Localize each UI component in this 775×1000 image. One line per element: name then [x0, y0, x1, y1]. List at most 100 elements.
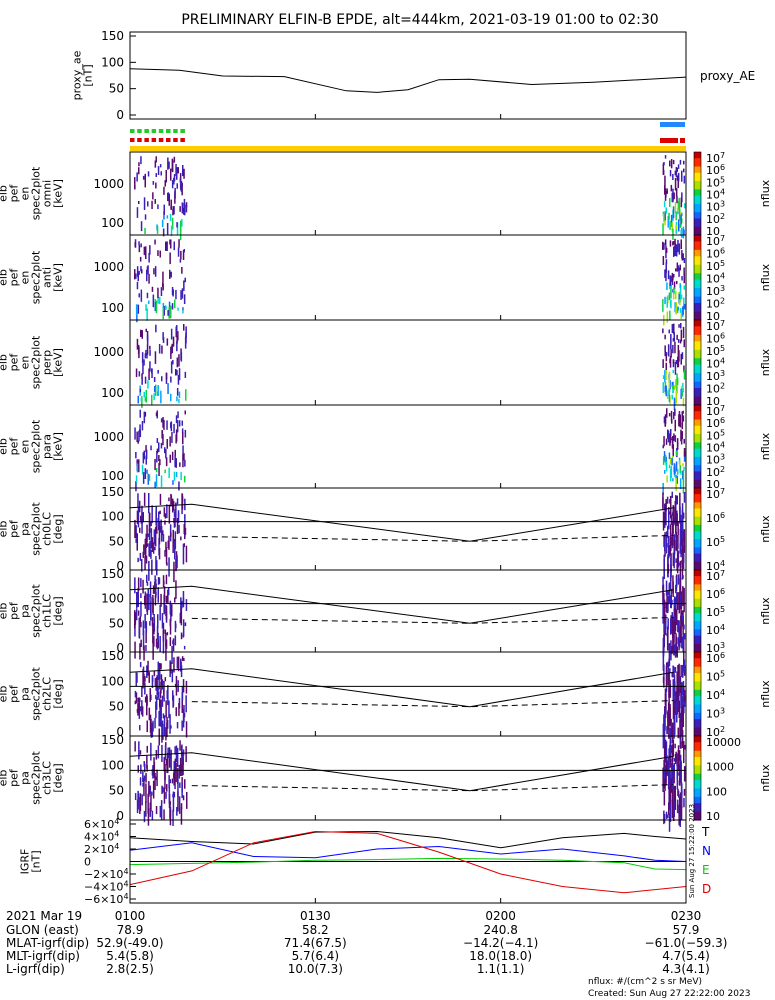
flux-pixel [683, 741, 685, 764]
flux-pixel [160, 442, 163, 449]
flux-pixel [671, 382, 674, 387]
flux-pixel [667, 715, 670, 725]
flux-pixel [674, 467, 677, 474]
flux-pixel [664, 772, 666, 791]
flux-pixel [140, 515, 142, 521]
flux-pixel [179, 612, 182, 624]
orbit-value: 240.8 [483, 923, 517, 937]
ylabel-line: elb [0, 770, 10, 787]
flux-pixel [154, 581, 156, 594]
colorbar-cell [694, 311, 701, 315]
flux-pixel [671, 744, 674, 759]
orbit-value: 1.1(1.1) [477, 962, 525, 976]
ylabel-line: para [41, 434, 54, 459]
orbit-time: 0200 [485, 909, 516, 923]
flux-pixel [171, 180, 174, 189]
colorbar-cell [694, 456, 701, 460]
flux-pixel [139, 662, 142, 668]
flux-pixel [674, 501, 676, 524]
ytick-label: 100 [101, 301, 124, 315]
colorbar-cell [694, 496, 701, 499]
flux-pixel [182, 708, 185, 728]
flux-pixel [665, 352, 668, 356]
colorbar-label-group: nflux [759, 348, 772, 376]
colorbar-cell [694, 652, 701, 655]
flux-pixel [155, 696, 158, 710]
flux-pixel [671, 324, 674, 334]
flux-pixel [678, 620, 680, 639]
colorbar-cell [694, 431, 701, 435]
flux-pixel [185, 599, 188, 611]
flux-pixel [669, 788, 671, 805]
flux-pixel [665, 531, 668, 554]
flux-pixel [672, 697, 675, 720]
colorbar-cell [694, 596, 701, 600]
flux-pixel [683, 438, 685, 444]
colorbar-tick-label: 10 [706, 310, 720, 323]
colorbar-tick-label: 107 [706, 319, 725, 333]
colorbar-cell [694, 396, 701, 400]
ylabel-line: elb [0, 438, 10, 455]
flux-pixel [182, 758, 184, 776]
flux-pixel [171, 217, 174, 230]
colorbar-cell [694, 621, 701, 624]
ylabel-line: pef [8, 268, 21, 287]
flux-pixel [177, 512, 180, 524]
flux-pixel [139, 750, 142, 755]
colorbar-cell [694, 799, 701, 802]
flux-pixel [162, 534, 165, 542]
flux-pixel [183, 168, 185, 179]
colorbar-cell [694, 736, 701, 739]
flux-pixel [666, 496, 669, 504]
flux-pixel [679, 465, 681, 473]
flux-pixel [139, 424, 141, 432]
flux-pixel [172, 640, 174, 645]
colorbar-tick-label: 106 [706, 416, 725, 430]
flux-pixel [663, 201, 666, 208]
colorbar-cell [694, 775, 701, 779]
flux-pixel [160, 663, 162, 670]
colorbar-cell [694, 292, 701, 296]
flux-pixel [140, 709, 143, 715]
flux-pixel [682, 515, 684, 519]
flux-pixel [175, 369, 177, 376]
flux-pixel [683, 587, 685, 613]
orbit-row-label: L-igrf(dip) [6, 962, 65, 976]
flux-pixel [663, 557, 665, 579]
colorbar-cell [694, 729, 701, 733]
colorbar-tick-label: 106 [706, 587, 725, 601]
flux-pixel [166, 632, 169, 636]
flux-pixel [175, 559, 177, 572]
flux-pixel [146, 581, 149, 586]
flux-pixel [672, 188, 674, 202]
flux-pixel [665, 601, 667, 609]
flux-pixel [184, 514, 186, 518]
flux-pixel [683, 624, 685, 630]
ylabel-line: spec2plot [30, 419, 43, 473]
colorbar-tick-label: 100 [706, 785, 727, 798]
flux-pixel [164, 677, 167, 682]
flux-pixel [138, 371, 141, 377]
flux-pixel [670, 429, 672, 437]
flux-pixel [156, 517, 158, 534]
colorbar-cell [694, 784, 701, 787]
flux-pixel [663, 451, 666, 462]
colorbar-cell [694, 309, 701, 313]
flux-pixel [664, 296, 666, 305]
flux-pixel [159, 164, 162, 168]
flux-pixel [675, 576, 678, 592]
flux-pixel [136, 708, 139, 713]
flux-pixel [165, 457, 168, 467]
flux-pixel [174, 758, 177, 777]
colorbar-cell [694, 561, 701, 565]
colorbar-tick-label: 104 [706, 272, 725, 286]
flux-pixel [681, 170, 683, 182]
colorbar-label: nflux [759, 432, 772, 460]
colorbar-cell [694, 313, 701, 317]
flux-pixel [682, 575, 684, 579]
colorbar-cell [694, 645, 701, 649]
flux-pixel [183, 294, 186, 304]
flux-pixel [680, 682, 683, 697]
flux-pixel [181, 720, 183, 731]
flux-pixel [669, 728, 672, 746]
